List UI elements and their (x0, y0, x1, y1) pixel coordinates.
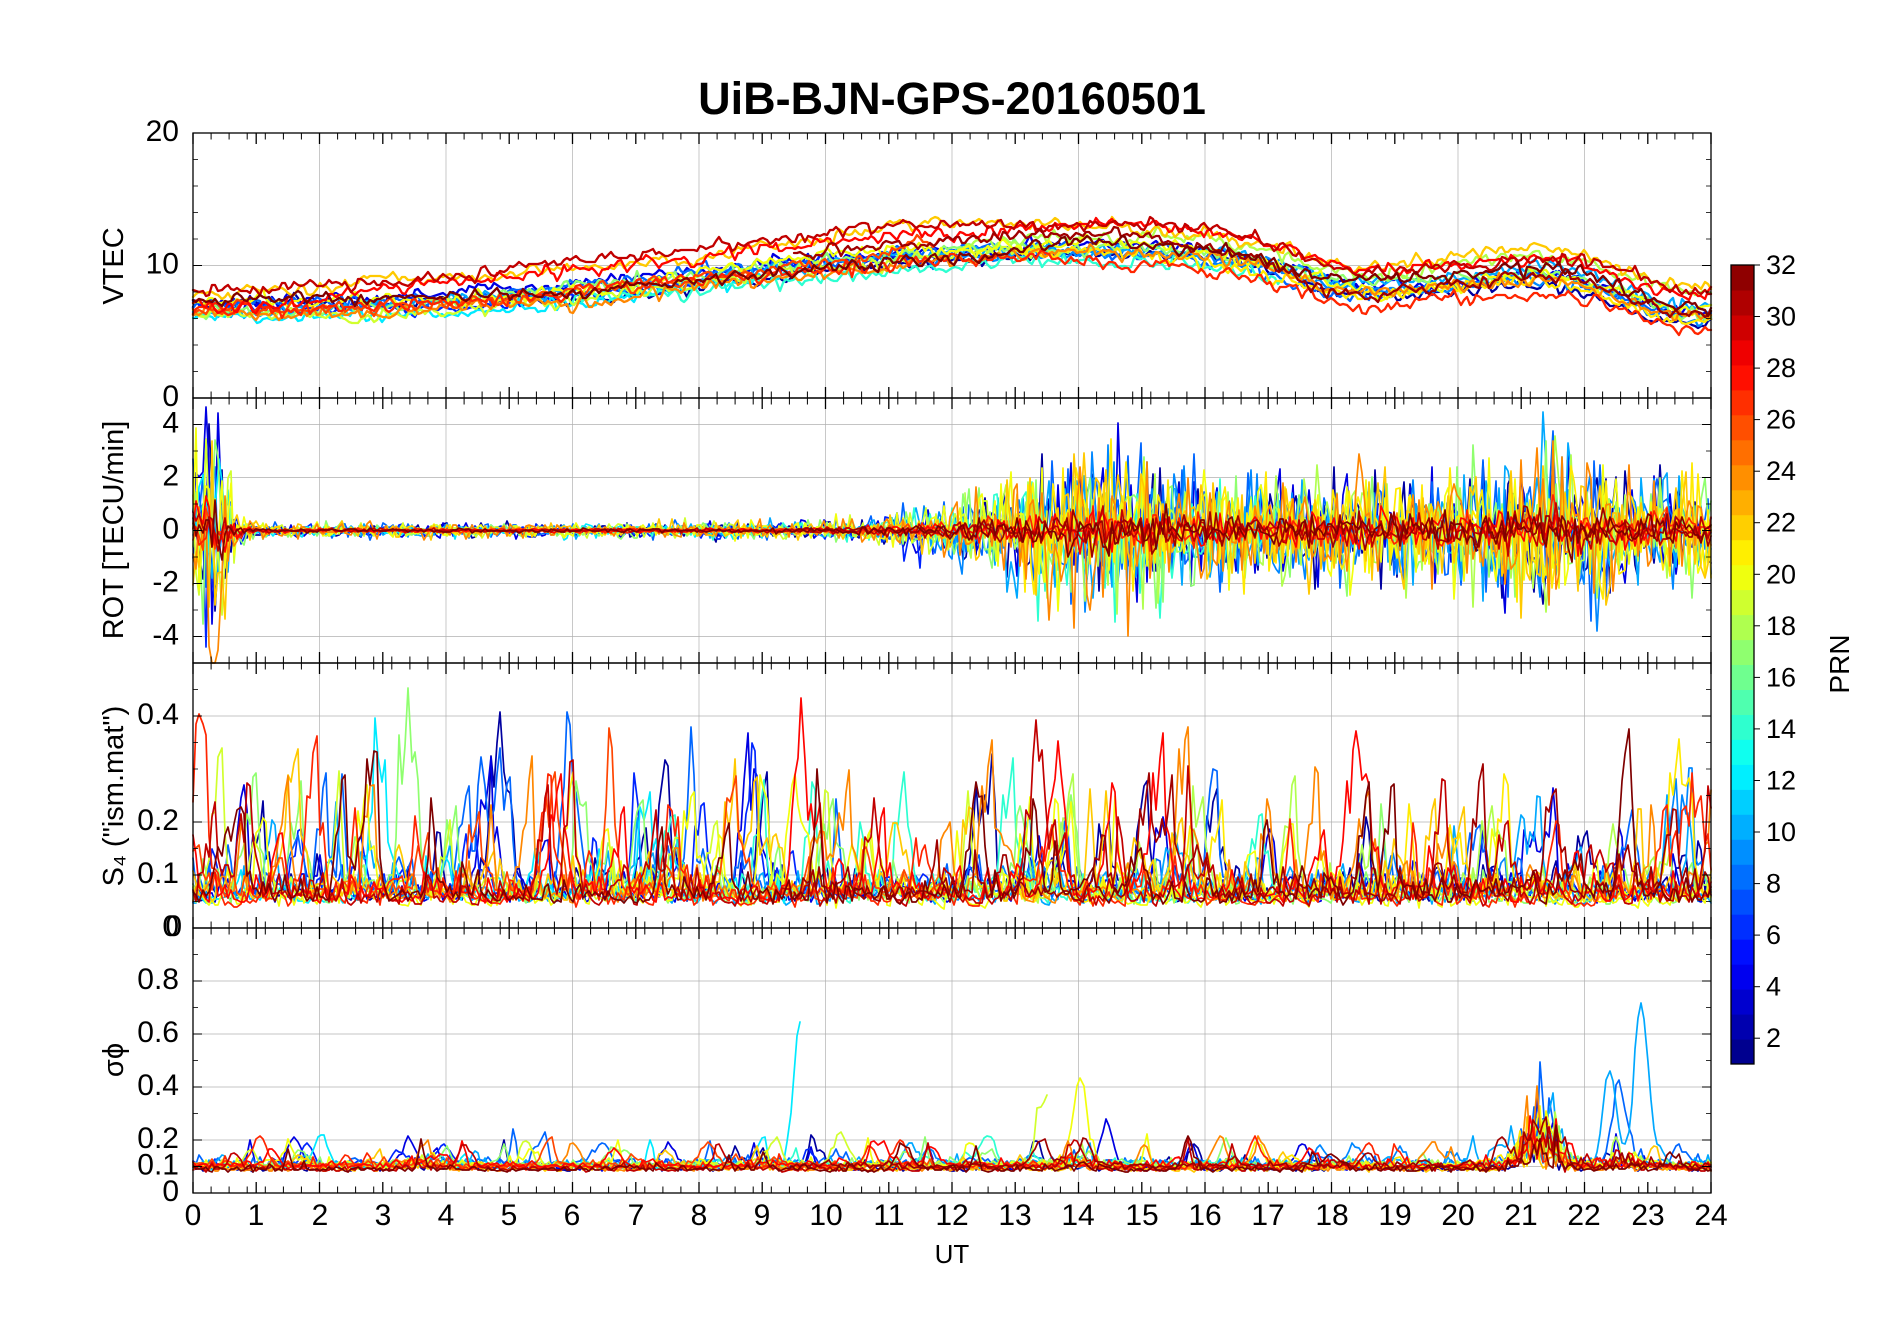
svg-text:16: 16 (1766, 662, 1796, 692)
svg-text:32: 32 (1766, 250, 1796, 280)
svg-text:0.2: 0.2 (137, 804, 179, 837)
svg-text:1: 1 (248, 1199, 265, 1232)
svg-text:UT: UT (935, 1239, 970, 1269)
svg-text:10: 10 (146, 248, 179, 281)
svg-text:20: 20 (1766, 559, 1796, 589)
svg-text:7: 7 (628, 1199, 645, 1232)
svg-text:0: 0 (162, 513, 179, 546)
svg-text:14: 14 (1766, 714, 1796, 744)
svg-text:ROT [TECU/min]: ROT [TECU/min] (98, 421, 130, 640)
svg-text:22: 22 (1766, 508, 1796, 538)
svg-text:10: 10 (1766, 817, 1796, 847)
svg-text:16: 16 (1188, 1199, 1221, 1232)
svg-text:5: 5 (501, 1199, 518, 1232)
svg-text:2: 2 (162, 460, 179, 493)
svg-text:0.8: 0.8 (137, 963, 179, 996)
svg-text:24: 24 (1694, 1199, 1727, 1232)
svg-text:18: 18 (1315, 1199, 1348, 1232)
svg-text:30: 30 (1766, 302, 1796, 332)
svg-text:0: 0 (185, 1199, 202, 1232)
svg-text:8: 8 (1766, 869, 1781, 899)
svg-text:8: 8 (691, 1199, 708, 1232)
svg-text:18: 18 (1766, 611, 1796, 641)
svg-text:0.4: 0.4 (137, 698, 179, 731)
svg-text:15: 15 (1125, 1199, 1158, 1232)
svg-text:-4: -4 (152, 619, 179, 652)
svg-text:24: 24 (1766, 456, 1796, 486)
svg-text:PRN: PRN (1824, 634, 1855, 693)
svg-text:20: 20 (146, 115, 179, 148)
svg-text:9: 9 (754, 1199, 771, 1232)
svg-text:σϕ: σϕ (98, 1043, 130, 1077)
svg-text:-2: -2 (152, 566, 179, 599)
svg-text:3: 3 (375, 1199, 392, 1232)
svg-text:UiB-BJN-GPS-20160501: UiB-BJN-GPS-20160501 (698, 73, 1206, 124)
svg-text:12: 12 (935, 1199, 968, 1232)
svg-text:2: 2 (1766, 1023, 1781, 1053)
svg-text:0.6: 0.6 (137, 1016, 179, 1049)
svg-text:S₄ ("ism.mat"): S₄ ("ism.mat") (98, 706, 130, 887)
svg-text:VTEC: VTEC (98, 227, 130, 304)
svg-text:4: 4 (162, 407, 179, 440)
svg-text:28: 28 (1766, 353, 1796, 383)
svg-text:6: 6 (1766, 920, 1781, 950)
svg-text:4: 4 (438, 1199, 455, 1232)
svg-text:0.1: 0.1 (137, 857, 179, 890)
svg-text:23: 23 (1631, 1199, 1664, 1232)
svg-text:6: 6 (564, 1199, 581, 1232)
svg-text:26: 26 (1766, 405, 1796, 435)
svg-text:14: 14 (1061, 1199, 1094, 1232)
svg-text:13: 13 (998, 1199, 1031, 1232)
svg-text:0: 0 (165, 910, 182, 943)
svg-text:2: 2 (312, 1199, 329, 1232)
svg-text:0.4: 0.4 (137, 1069, 179, 1102)
svg-text:0.2: 0.2 (137, 1122, 179, 1155)
svg-text:4: 4 (1766, 972, 1781, 1002)
svg-text:11: 11 (873, 1199, 904, 1232)
svg-text:20: 20 (1441, 1199, 1474, 1232)
svg-text:19: 19 (1378, 1199, 1411, 1232)
svg-text:12: 12 (1766, 766, 1796, 796)
svg-text:17: 17 (1251, 1199, 1284, 1232)
svg-text:22: 22 (1567, 1199, 1600, 1232)
svg-text:10: 10 (809, 1199, 842, 1232)
svg-text:21: 21 (1504, 1199, 1537, 1232)
